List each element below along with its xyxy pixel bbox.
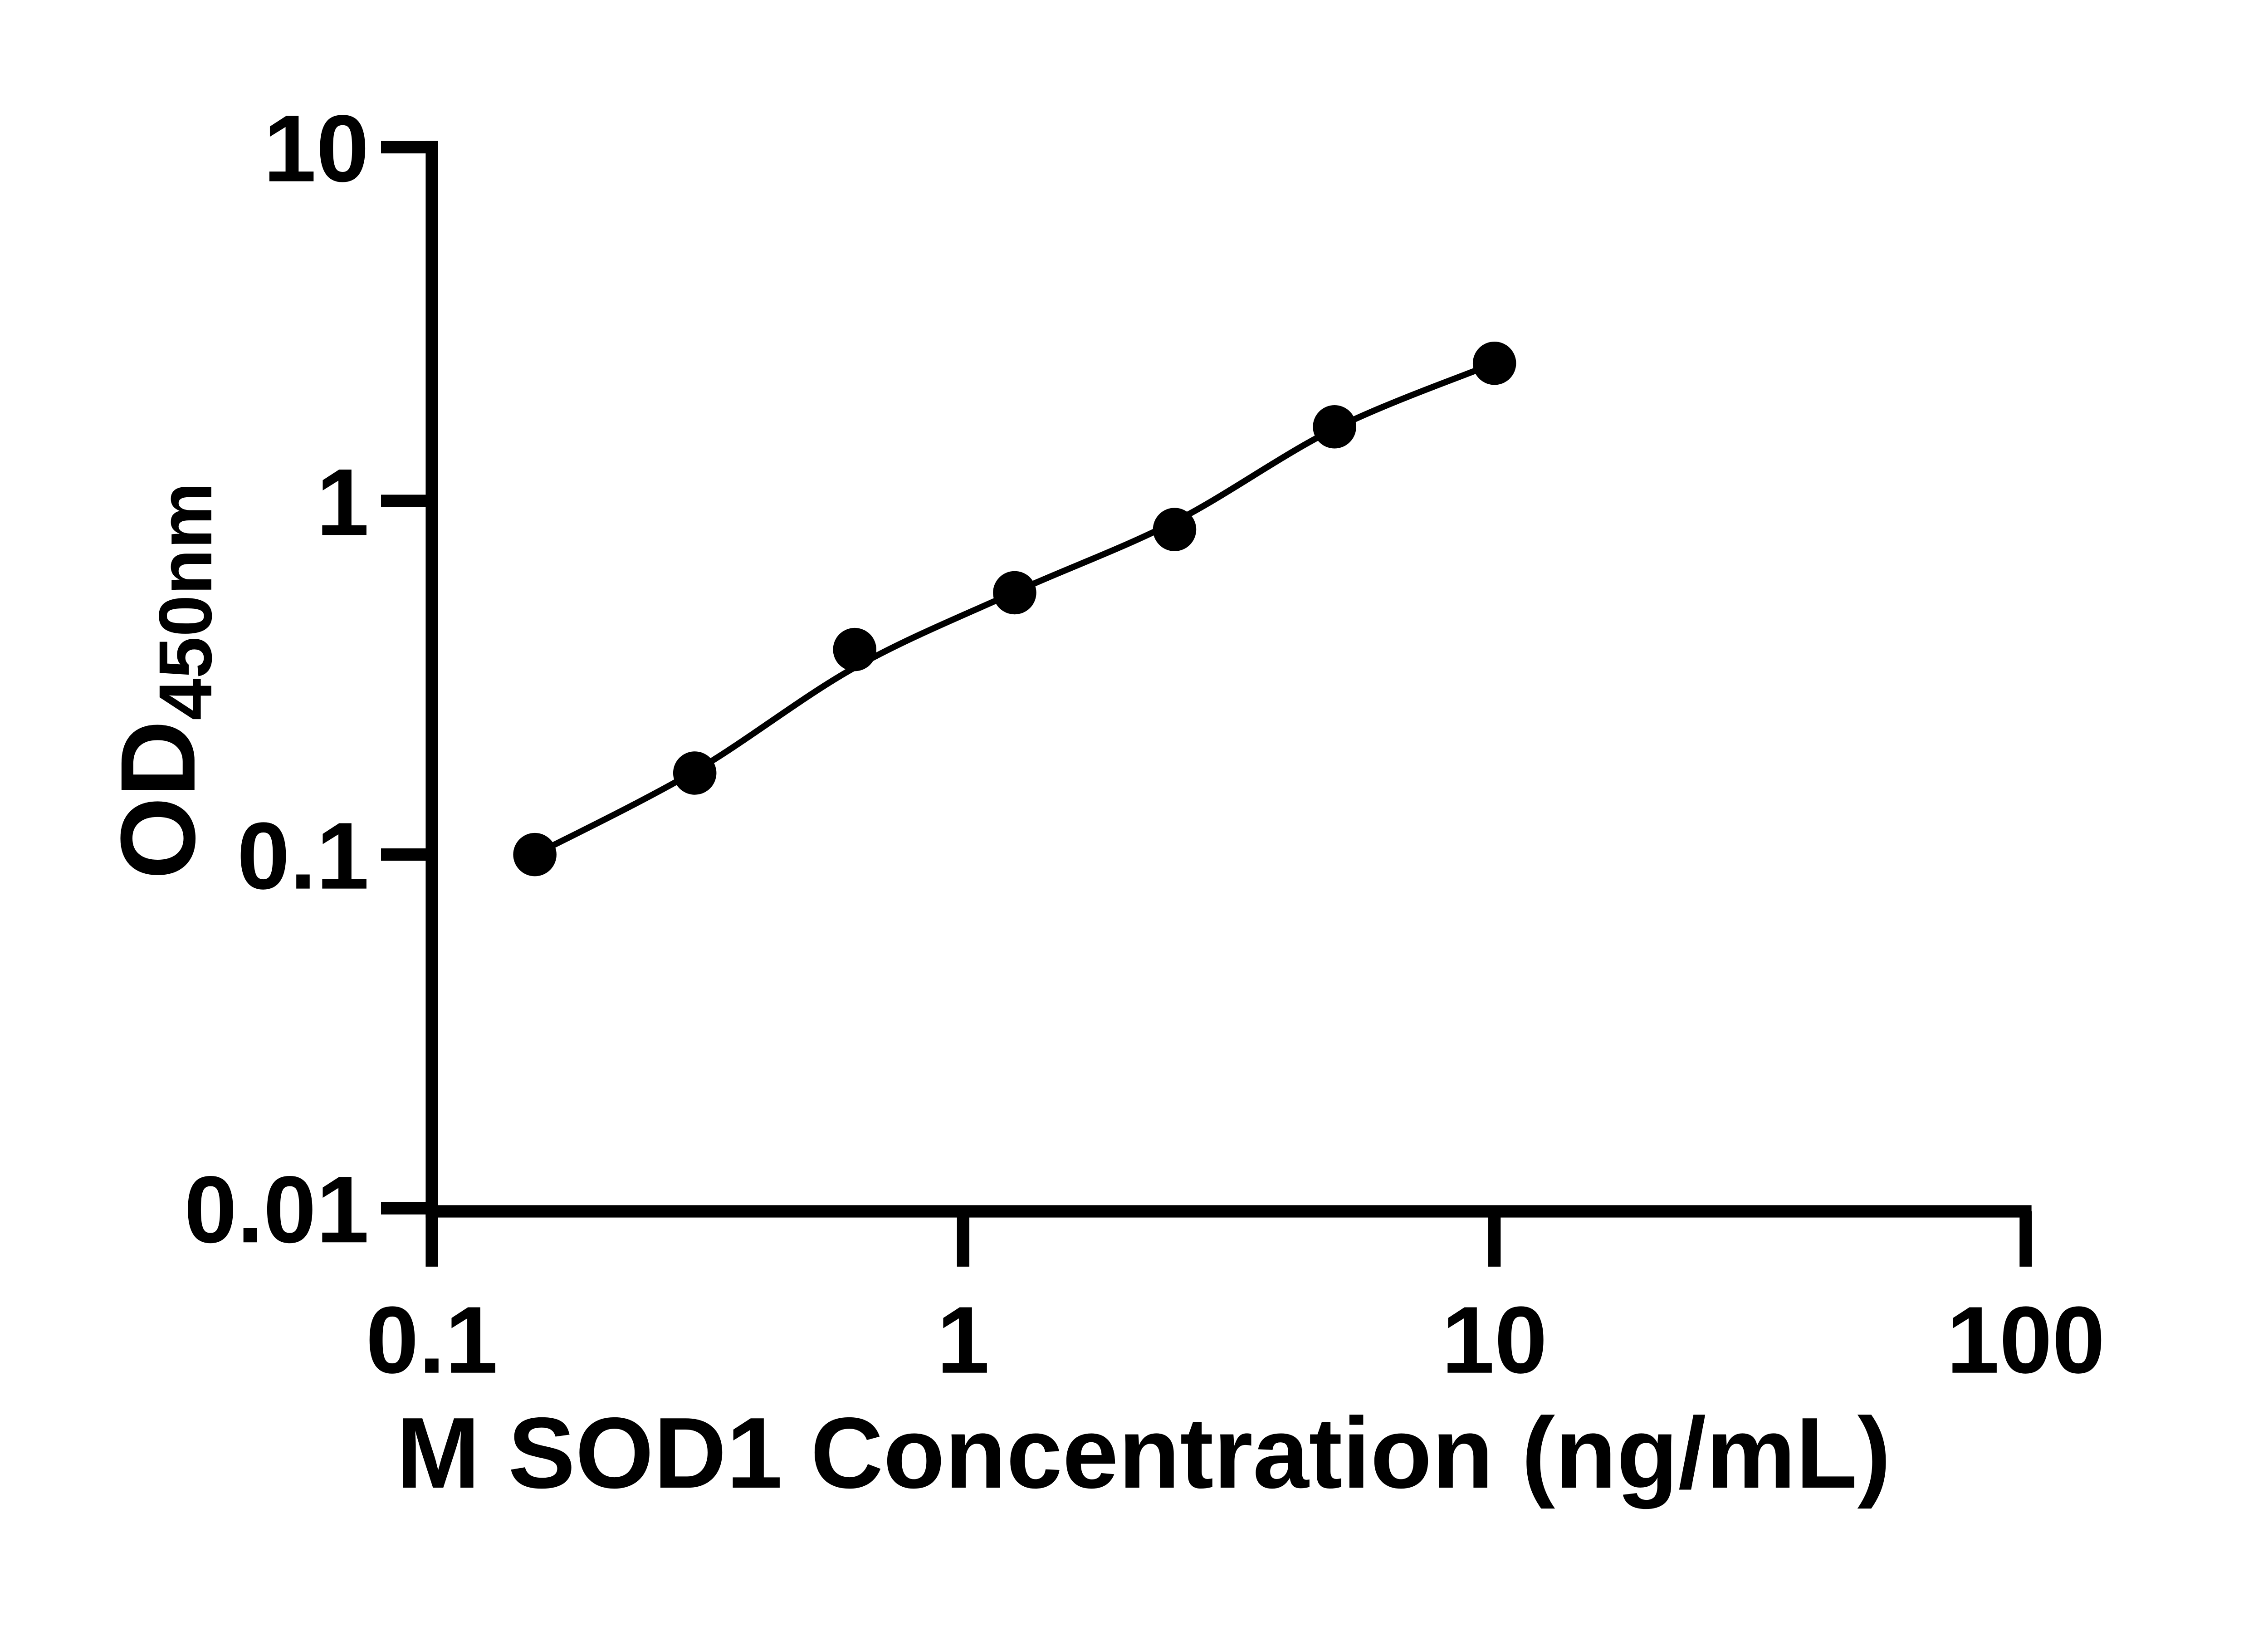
x-tick-label: 10 <box>1442 1287 1547 1393</box>
x-axis-title: M SOD1 Concentration (ng/mL) <box>396 1397 1891 1509</box>
x-tick-label: 100 <box>1946 1287 2105 1393</box>
y-tick-label: 0.01 <box>184 1156 369 1263</box>
data-point <box>513 833 557 877</box>
y-axis-title: OD450nm <box>98 482 228 880</box>
data-point-layer <box>513 341 1516 877</box>
y-tick-label: 10 <box>264 96 369 202</box>
data-point <box>993 571 1036 615</box>
data-point <box>673 751 717 795</box>
data-point <box>833 627 876 671</box>
data-point <box>1472 341 1516 385</box>
x-tick-label: 0.1 <box>366 1287 498 1393</box>
elisa-standard-curve-chart: 10 1 0.1 0.01 0.1 1 10 100 M SOD1 Concentration… <box>0 0 2268 1589</box>
data-point <box>1153 508 1197 551</box>
x-tick-label: 1 <box>937 1287 990 1393</box>
axes <box>381 141 2032 1267</box>
figure-canvas: 10 1 0.1 0.01 0.1 1 10 100 M SOD1 Concentration… <box>0 0 2268 1589</box>
chart-background <box>0 0 2268 1589</box>
axis-titles: M SOD1 Concentration (ng/mL) OD450nm <box>98 482 1891 1509</box>
y-axis-title-subscript: 450nm <box>144 482 228 720</box>
y-tick-label: 0.1 <box>237 803 369 909</box>
data-point <box>1313 405 1356 449</box>
y-tick-label: 1 <box>316 449 369 555</box>
y-axis-title-main: OD <box>98 720 217 880</box>
tick-labels: 10 1 0.1 0.01 0.1 1 10 100 <box>184 96 2105 1393</box>
